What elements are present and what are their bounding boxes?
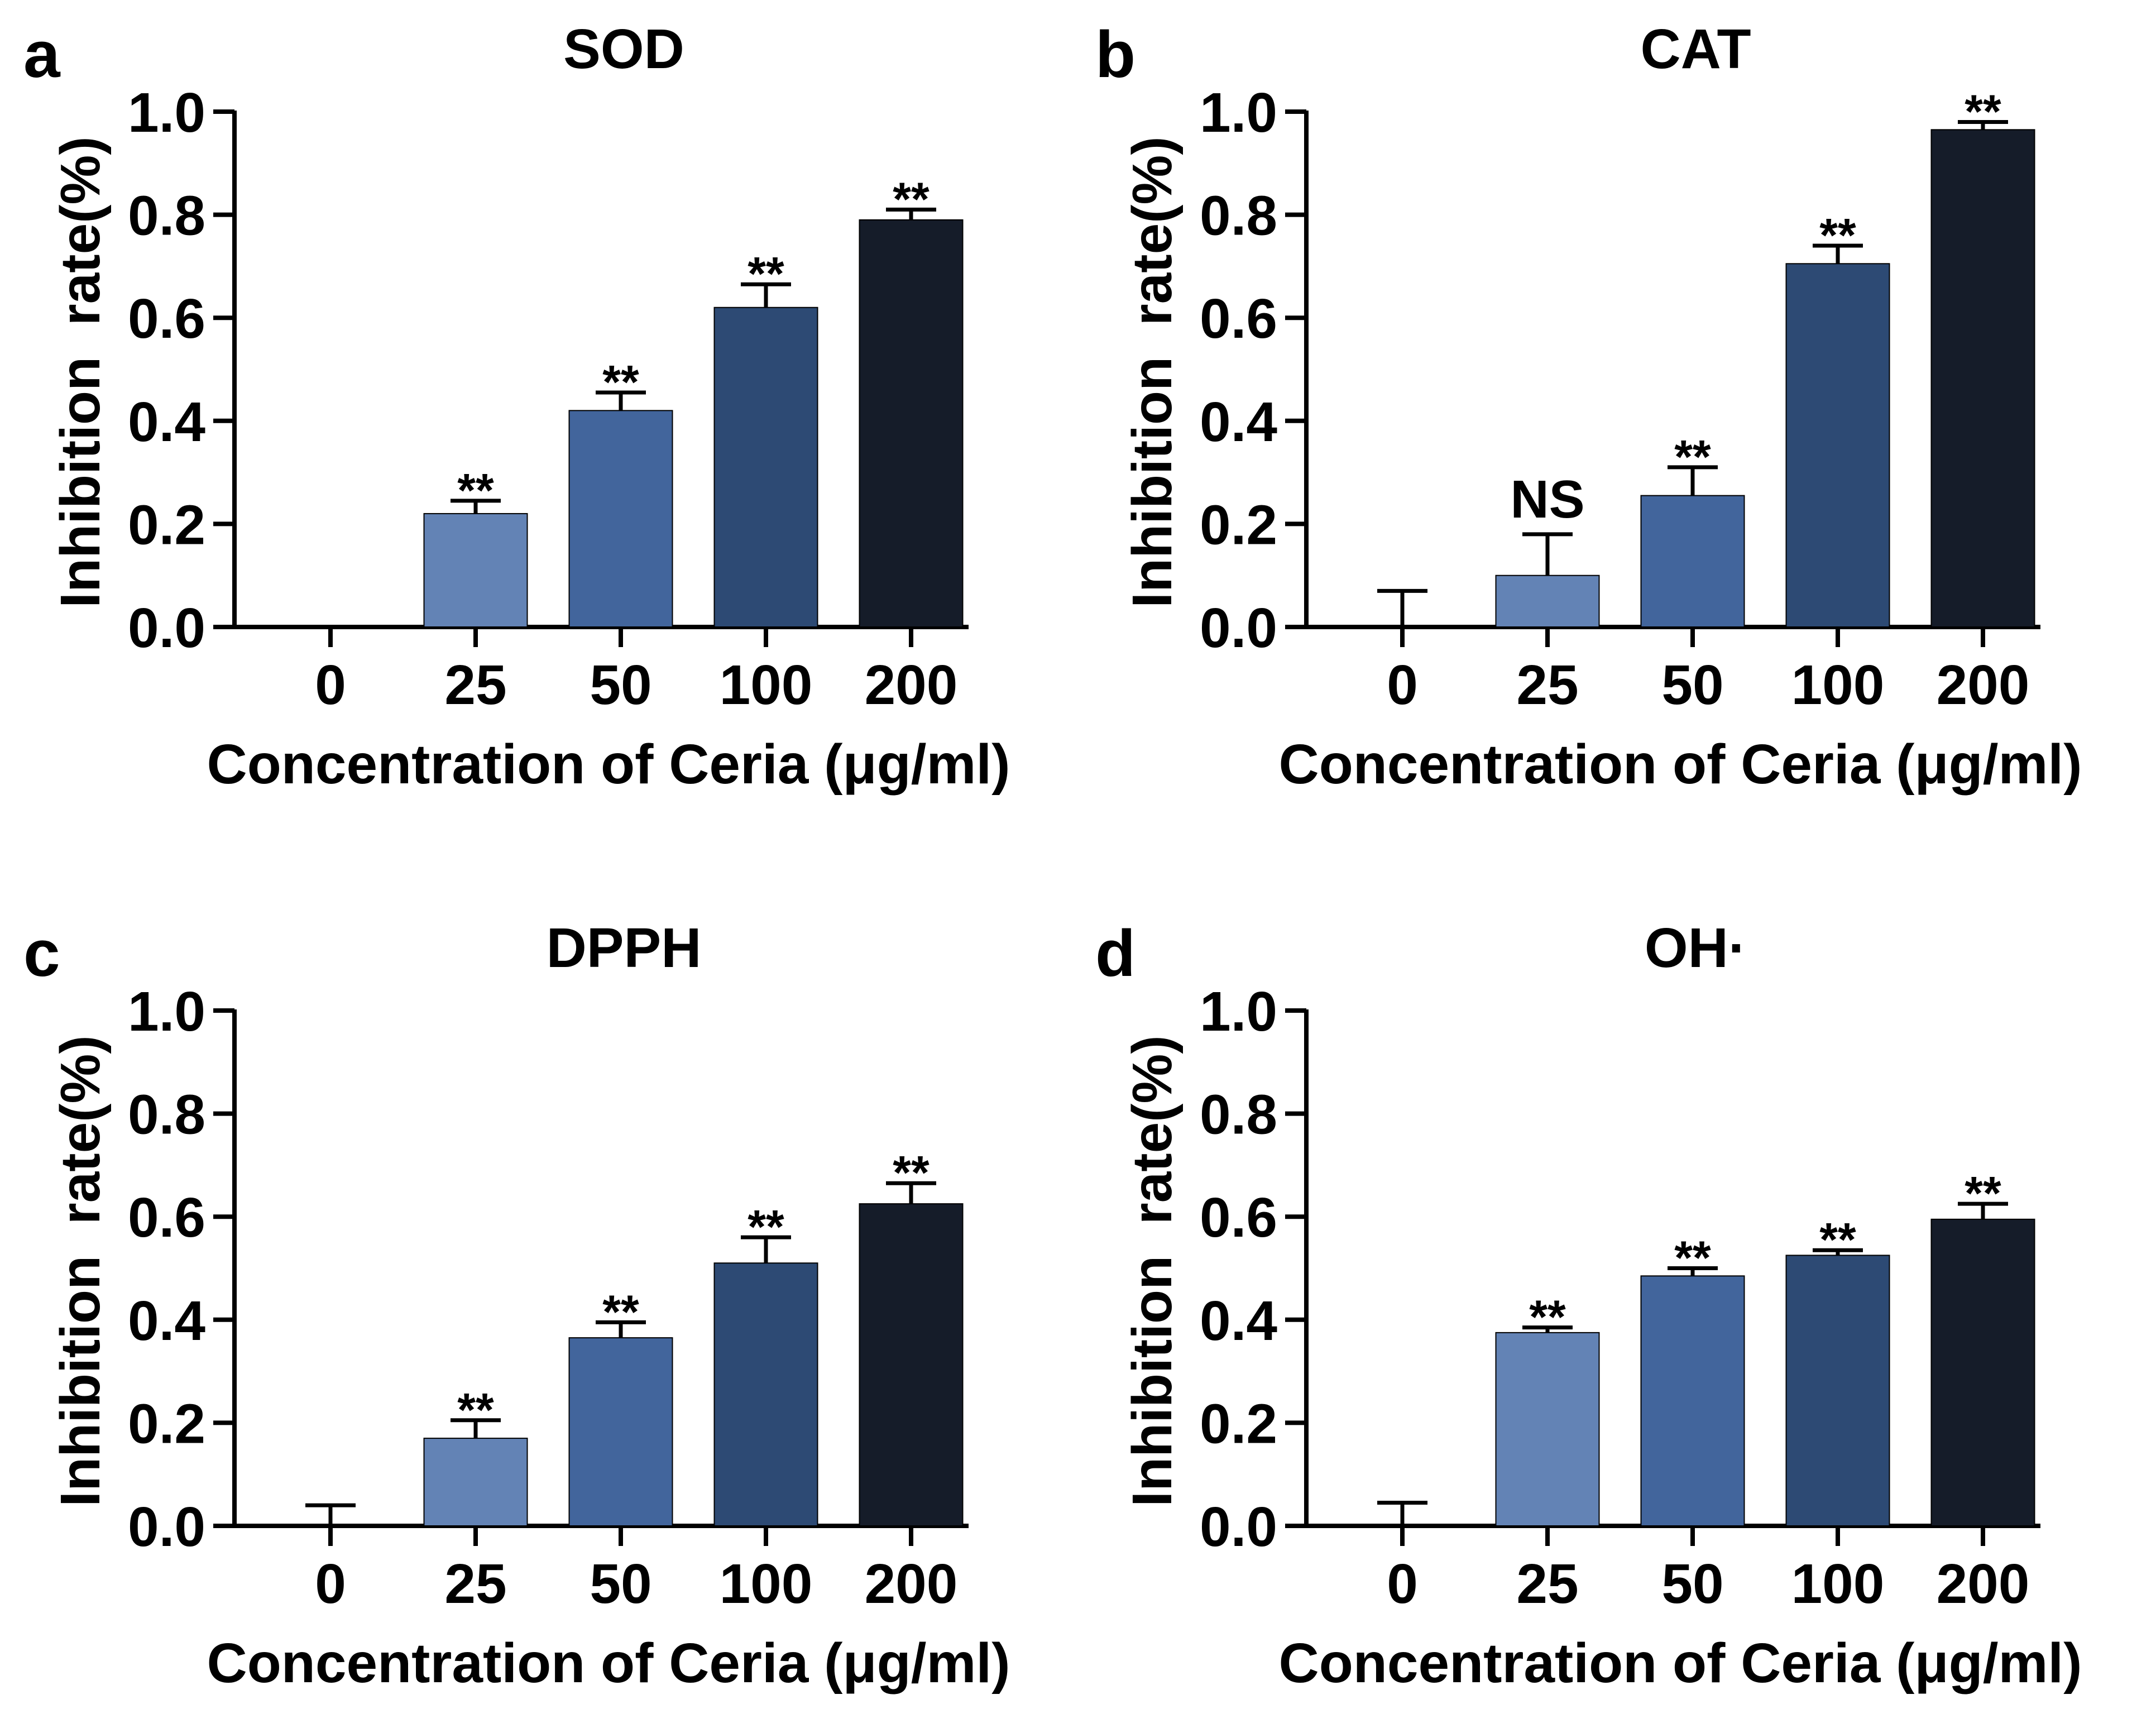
- y-axis-label: Inhibition rate(%): [49, 1035, 112, 1506]
- y-tick-label: 0.6: [128, 1186, 205, 1249]
- panel-letter: b: [1095, 18, 1136, 92]
- bar-25: [423, 1438, 528, 1527]
- significance-label: **: [1674, 430, 1711, 483]
- x-tick-label: 50: [590, 1553, 651, 1615]
- bar-100: [713, 1262, 818, 1527]
- y-tick-label: 0.6: [1200, 1186, 1277, 1249]
- bar-50: [568, 410, 673, 628]
- significance-label: NS: [1510, 470, 1584, 529]
- y-tick-label: 0.8: [1200, 1084, 1277, 1146]
- x-tick-label: 100: [1791, 1553, 1885, 1615]
- bar-50: [568, 1337, 673, 1526]
- bar-25: [1495, 575, 1600, 628]
- bar-100: [1785, 1255, 1890, 1526]
- significance-label: **: [1965, 1167, 2001, 1219]
- y-tick-label: 0.4: [1200, 1290, 1277, 1352]
- chart-panel-c: c DPPH 0.0 0.2 0.4 0.6 0.8 1.0 Inhibition rate(%…: [23, 917, 1010, 1694]
- y-axis-label: Inhibition rate(%): [49, 136, 112, 607]
- y-tick-label: 0.6: [128, 288, 205, 350]
- y-tick-label: 0.2: [128, 1392, 205, 1455]
- y-axis-label: Inhibition rate(%): [1121, 1035, 1184, 1506]
- bar-200: [1930, 129, 2035, 628]
- x-tick-label: 0: [315, 654, 346, 716]
- significance-label: **: [893, 173, 930, 225]
- y-tick-label: 1.0: [128, 82, 205, 144]
- chart-title: CAT: [1640, 18, 1751, 80]
- chart-panel-a: a SOD 0.0 0.2 0.4 0.6 0.8 1.0 Inhibition rate(%)…: [23, 18, 1010, 796]
- significance-label: **: [893, 1146, 930, 1199]
- y-tick-label: 0.6: [1200, 288, 1277, 350]
- x-tick-label: 50: [590, 654, 651, 716]
- y-tick-label: 0.0: [1200, 597, 1277, 659]
- x-tick-label: 200: [1937, 1553, 2030, 1615]
- x-tick-label: 50: [1661, 1553, 1723, 1615]
- significance-label: **: [602, 1285, 639, 1338]
- y-tick-label: 1.0: [1200, 980, 1277, 1043]
- bar-100: [713, 307, 818, 628]
- significance-label: **: [1819, 209, 1856, 261]
- x-tick-label: 50: [1661, 654, 1723, 716]
- chart-title: SOD: [563, 18, 684, 80]
- chart-panel-d: d OH· 0.0 0.2 0.4 0.6 0.8 1.0 Inhibition rate(%)…: [1095, 917, 2082, 1694]
- y-tick-label: 0.8: [128, 1084, 205, 1146]
- x-tick-label: 25: [444, 1553, 506, 1615]
- x-tick-label: 200: [865, 1553, 958, 1615]
- chart-title: DPPH: [547, 917, 702, 979]
- significance-label: **: [1529, 1291, 1566, 1343]
- x-tick-label: 0: [1387, 654, 1418, 716]
- y-tick-label: 0.0: [128, 1496, 205, 1558]
- x-axis-label: Concentration of Ceria (μg/ml): [1278, 1632, 2082, 1694]
- chart-panel-b: b CAT 0.0 0.2 0.4 0.6 0.8 1.0 Inhibition rate(%)…: [1095, 18, 2082, 796]
- y-axis-label: Inhibition rate(%): [1121, 136, 1184, 607]
- y-tick-label: 0.0: [1200, 1496, 1277, 1558]
- chart-title: OH·: [1645, 917, 1747, 979]
- panel-letter: c: [23, 917, 60, 990]
- significance-label: **: [748, 247, 784, 300]
- y-tick-label: 0.0: [128, 597, 205, 659]
- significance-label: **: [1819, 1213, 1856, 1266]
- y-tick-label: 0.4: [128, 1290, 205, 1352]
- y-tick-label: 0.4: [128, 391, 205, 453]
- x-tick-label: 100: [720, 654, 813, 716]
- bar-100: [1785, 263, 1890, 628]
- significance-label: **: [457, 464, 494, 516]
- x-tick-label: 100: [1791, 654, 1885, 716]
- x-axis-label: Concentration of Ceria (μg/ml): [207, 733, 1010, 796]
- x-tick-label: 200: [1937, 654, 2030, 716]
- y-tick-label: 0.2: [1200, 1392, 1277, 1455]
- panel-letter: d: [1095, 917, 1136, 990]
- x-tick-label: 100: [720, 1553, 813, 1615]
- y-tick-label: 0.8: [1200, 185, 1277, 247]
- bar-25: [1495, 1332, 1600, 1526]
- significance-label: **: [1965, 85, 2001, 137]
- x-axis-label: Concentration of Ceria (μg/ml): [207, 1632, 1010, 1694]
- y-tick-label: 0.2: [128, 494, 205, 556]
- y-tick-label: 0.4: [1200, 391, 1277, 453]
- x-tick-label: 25: [1516, 1553, 1578, 1615]
- x-tick-label: 0: [315, 1553, 346, 1615]
- bar-200: [859, 1203, 964, 1526]
- y-tick-label: 0.8: [128, 185, 205, 247]
- significance-label: **: [748, 1200, 784, 1253]
- y-tick-label: 1.0: [1200, 82, 1277, 144]
- significance-label: **: [602, 356, 639, 408]
- significance-label: **: [457, 1384, 494, 1436]
- y-tick-label: 0.2: [1200, 494, 1277, 556]
- bar-200: [1930, 1218, 2035, 1526]
- significance-label: **: [1674, 1232, 1711, 1284]
- bar-25: [423, 513, 528, 628]
- bar-200: [859, 219, 964, 628]
- x-tick-label: 25: [1516, 654, 1578, 716]
- x-tick-label: 0: [1387, 1553, 1418, 1615]
- panel-letter: a: [23, 18, 61, 92]
- x-axis-label: Concentration of Ceria (μg/ml): [1278, 733, 2082, 796]
- bar-50: [1640, 1275, 1745, 1526]
- bar-50: [1640, 495, 1745, 628]
- y-tick-label: 1.0: [128, 980, 205, 1043]
- x-tick-label: 200: [865, 654, 958, 716]
- x-tick-label: 25: [444, 654, 506, 716]
